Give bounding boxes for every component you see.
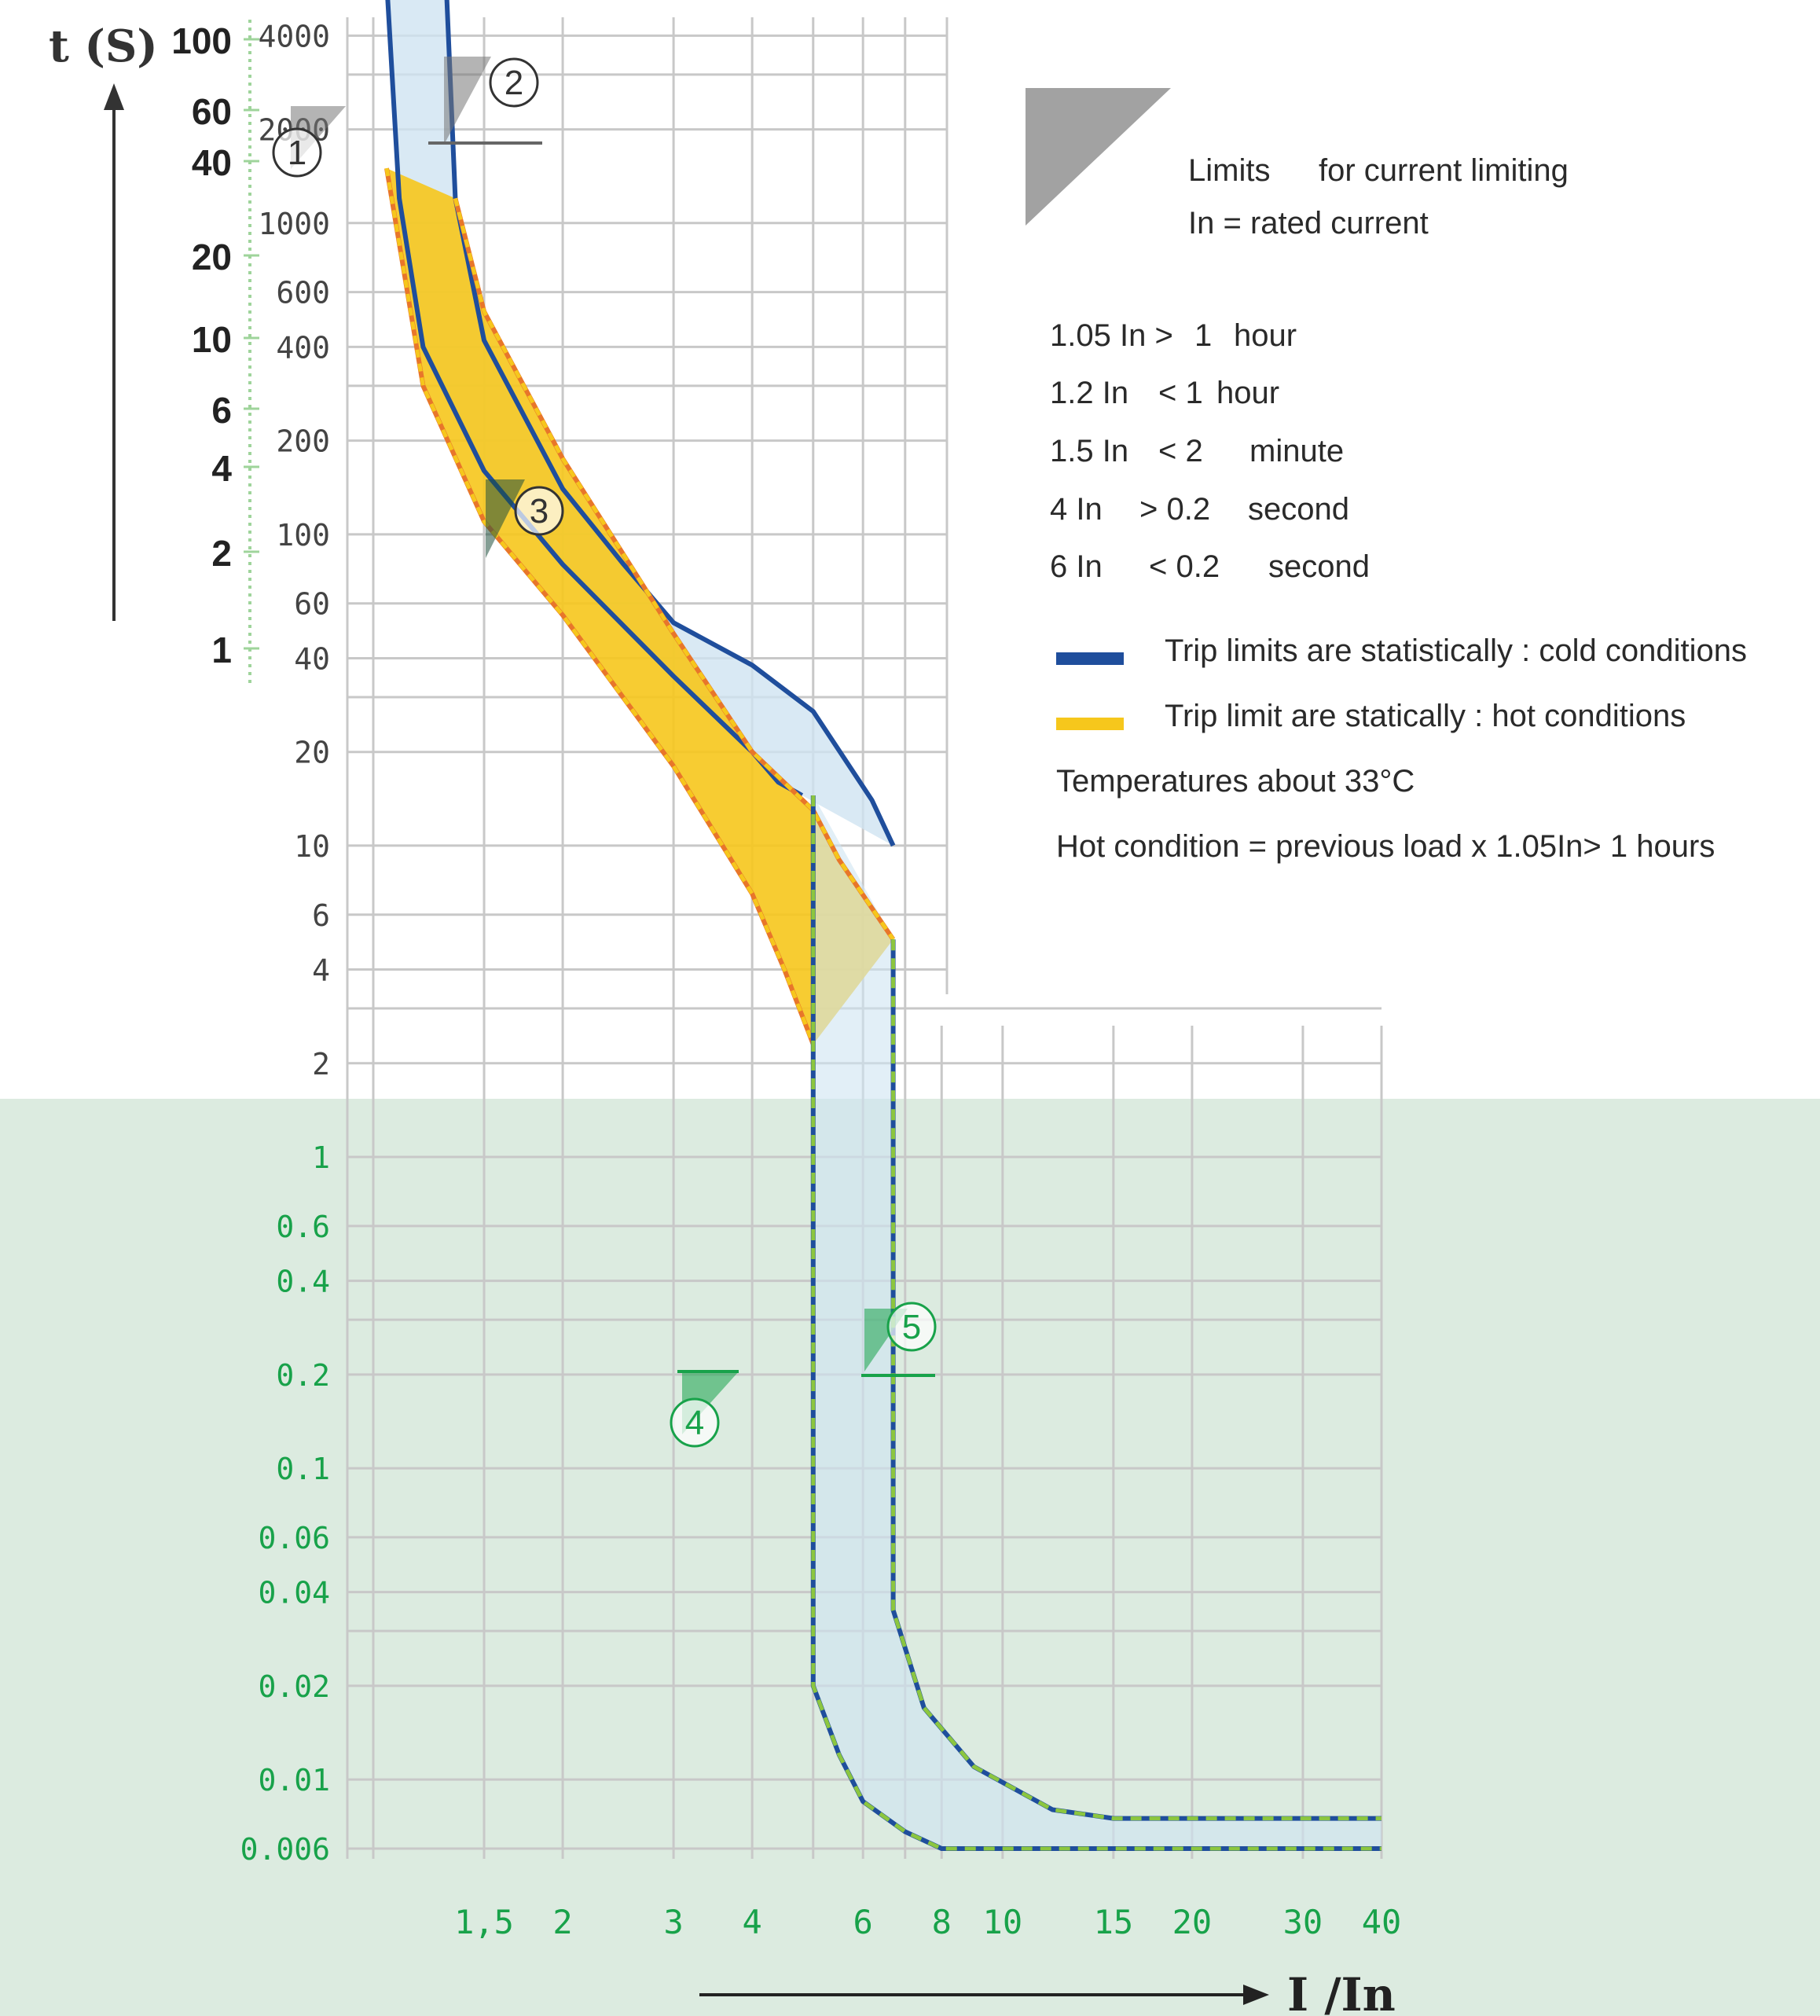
x-tick-label-1: 2 <box>552 1903 572 1941</box>
y-minutes-label-0: 100 <box>171 20 232 61</box>
y-minutes-label-2: 40 <box>192 142 232 183</box>
y-tick-label-4: 400 <box>276 330 330 365</box>
x-tick-label-0: 1,5 <box>454 1903 514 1941</box>
limit-hatch-3 <box>486 479 525 558</box>
y-tick-label-2: 1000 <box>258 207 330 241</box>
y-tick-label-21: 0.02 <box>258 1669 330 1704</box>
y-minutes-label-3: 20 <box>192 237 232 277</box>
series-hot_min-dash <box>384 167 816 1045</box>
y-tick-label-18: 0.1 <box>276 1452 330 1486</box>
x-tick-label-6: 10 <box>983 1903 1023 1941</box>
x-tick-label-4: 6 <box>853 1903 873 1941</box>
x-tick-label-5: 8 <box>932 1903 952 1941</box>
y-minutes-label-4: 10 <box>192 319 232 360</box>
marker-circle-4 <box>670 1397 720 1448</box>
x-axis-label: I /In <box>1287 1968 1396 2016</box>
series-hot_max-dash <box>453 197 895 941</box>
legend-swatch-hot <box>1056 718 1124 730</box>
y-tick-label-0: 4000 <box>258 19 330 53</box>
rule-1-b: 1 <box>1194 318 1213 353</box>
instant-band-fill <box>813 795 1382 1849</box>
y-tick-label-11: 6 <box>312 898 330 933</box>
hot-band-fill <box>387 168 893 1045</box>
x-tick-label-7: 15 <box>1094 1903 1134 1941</box>
rule-2-a: 1.2 In <box>1050 376 1129 410</box>
y-tick-label-16: 0.4 <box>276 1265 330 1299</box>
marker-circle-1 <box>272 127 322 178</box>
y-tick-label-13: 2 <box>312 1047 330 1081</box>
rule-2-c: hour <box>1216 376 1280 410</box>
rule-5-b: < 0.2 <box>1149 549 1220 584</box>
series-instant_min-dash <box>811 795 1382 1851</box>
marker-label-2: 2 <box>505 64 523 102</box>
marker-circle-2 <box>489 57 539 108</box>
marker-label-4: 4 <box>685 1404 704 1442</box>
instantaneous-zone <box>0 1099 1820 2016</box>
marker-label-1: 1 <box>288 134 306 172</box>
legend-rated-current: In = rated current <box>1188 206 1429 241</box>
legend-limits-label: Limits <box>1188 153 1271 188</box>
legend-limit-hatch-icon <box>1026 88 1171 226</box>
marker-circle-5 <box>886 1302 937 1352</box>
y-tick-label-5: 200 <box>276 424 330 459</box>
legend-hot-condition: Hot condition = previous load x 1.05In> … <box>1056 829 1715 864</box>
y-tick-label-23: 0.006 <box>240 1832 330 1867</box>
y-minutes-label-5: 6 <box>211 390 232 431</box>
rule-3-c: minute <box>1249 434 1345 468</box>
marker-label-3: 3 <box>530 492 549 531</box>
x-tick-label-8: 20 <box>1172 1903 1213 1941</box>
y-axis-label: t (S) <box>49 20 158 72</box>
x-tick-label-10: 40 <box>1362 1903 1402 1941</box>
rule-4-b: > 0.2 <box>1139 492 1211 527</box>
rule-3-a: 1.5 In <box>1050 434 1129 468</box>
marker-label-5: 5 <box>902 1308 921 1346</box>
legend-cold-text: Trip limits are statistically : cold con… <box>1165 633 1747 668</box>
x-tick-label-3: 4 <box>743 1903 762 1941</box>
y-minutes-label-7: 2 <box>211 533 232 574</box>
x-tick-label-9: 30 <box>1283 1903 1323 1941</box>
legend-temperature: Temperatures about 33°C <box>1056 764 1415 799</box>
series-instant_max-dash <box>891 939 1382 1821</box>
rule-5-a: 6 In <box>1050 549 1103 584</box>
y-tick-label-20: 0.04 <box>258 1576 330 1610</box>
rule-4-a: 4 In <box>1050 492 1103 527</box>
y-tick-label-7: 60 <box>294 587 330 622</box>
y-minutes-label-6: 4 <box>211 448 232 489</box>
y-tick-label-8: 40 <box>294 641 330 676</box>
rule-1-c: hour <box>1234 318 1297 353</box>
y-tick-label-10: 10 <box>294 829 330 864</box>
rule-4-c: second <box>1248 492 1349 527</box>
y-minutes-label-8: 1 <box>211 630 232 670</box>
y-tick-label-3: 600 <box>276 276 330 310</box>
rule-2-b: < 1 <box>1158 376 1203 410</box>
rule-5-c: second <box>1268 549 1370 584</box>
x-axis-arrowhead <box>1243 1985 1269 2005</box>
rule-3-b: < 2 <box>1158 434 1203 468</box>
y-tick-label-17: 0.2 <box>276 1358 330 1393</box>
series-cold_min <box>385 0 804 798</box>
y-tick-label-6: 100 <box>276 518 330 553</box>
marker-circle-3 <box>514 486 564 536</box>
y-tick-label-12: 4 <box>312 953 330 988</box>
y-tick-label-22: 0.01 <box>258 1763 330 1798</box>
y-tick-label-9: 20 <box>294 736 330 770</box>
rule-1-a: 1.05 In > <box>1050 318 1173 353</box>
legend-swatch-cold <box>1056 652 1124 665</box>
y-tick-label-15: 0.6 <box>276 1210 330 1244</box>
y-tick-label-14: 1 <box>312 1140 330 1175</box>
y-minutes-label-1: 60 <box>192 91 232 132</box>
y-tick-label-19: 0.06 <box>258 1521 330 1555</box>
x-tick-label-2: 3 <box>663 1903 683 1941</box>
y-axis-arrowhead <box>104 83 124 110</box>
legend-hot-text: Trip limit are statically : hot conditio… <box>1165 699 1686 733</box>
legend-limits-text: for current limiting <box>1319 153 1569 188</box>
limit-hatch-2 <box>444 57 491 145</box>
